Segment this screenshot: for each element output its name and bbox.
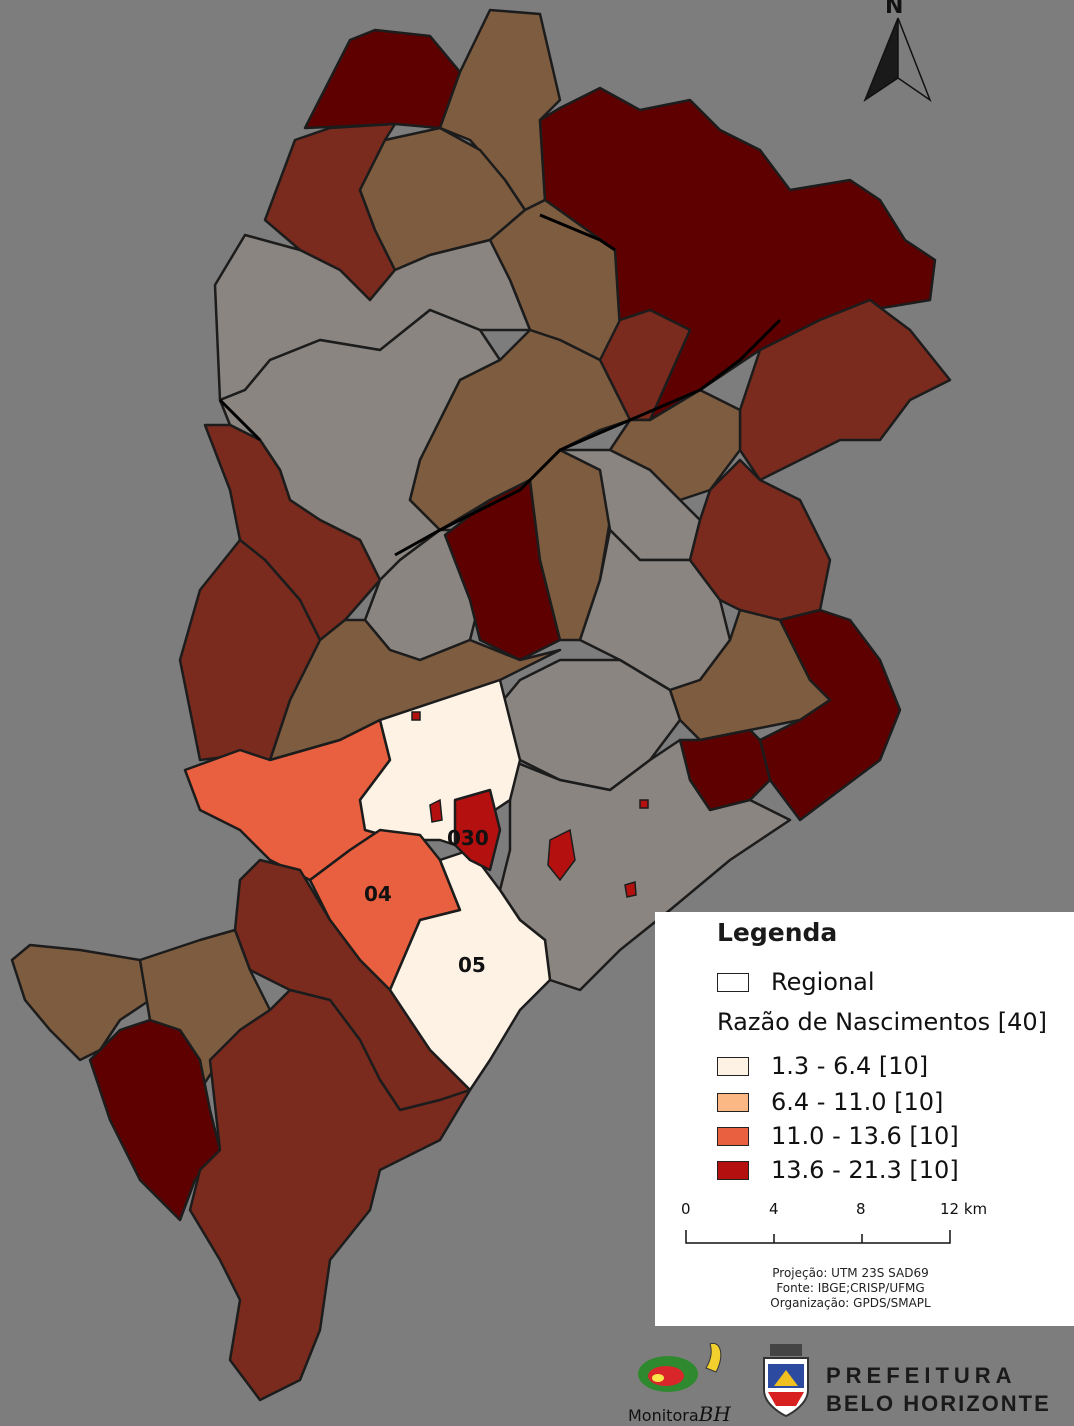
region-label-030: 030 bbox=[447, 826, 489, 850]
legend-swatch bbox=[717, 1160, 749, 1180]
scale-bar bbox=[685, 1230, 951, 1244]
legend-class-label: 1.3 - 6.4 [10] bbox=[771, 1052, 929, 1080]
monitora-bh-text: MonitoraBH bbox=[628, 1402, 731, 1426]
credit-projection: Projeção: UTM 23S SAD69 bbox=[772, 1266, 929, 1280]
map-area bbox=[688, 458, 832, 622]
legend-class-row: 1.3 - 6.4 [10] bbox=[717, 1052, 928, 1080]
monitora-bh-logo bbox=[638, 1342, 722, 1392]
pbh-wordmark: PREFEITURA BELO HORIZONTE bbox=[826, 1362, 1051, 1418]
legend-title: Legenda bbox=[717, 918, 838, 947]
legend-class-label: 6.4 - 11.0 [10] bbox=[771, 1088, 944, 1116]
legend-regional-row: Regional bbox=[717, 968, 875, 996]
legend-swatch bbox=[717, 1056, 749, 1076]
pbh-line1: PREFEITURA bbox=[826, 1363, 1017, 1388]
legend-class-row: 6.4 - 11.0 [10] bbox=[717, 1088, 943, 1116]
scale-tick-label: 0 bbox=[681, 1200, 691, 1218]
credit-organization: Organização: GPDS/SMAPL bbox=[770, 1296, 931, 1310]
map-area bbox=[188, 988, 472, 1402]
legend-swatch bbox=[717, 1092, 749, 1112]
pbh-crest-icon bbox=[763, 1344, 809, 1418]
scale-tick-label: 4 bbox=[769, 1200, 779, 1218]
legend-regional-swatch bbox=[717, 972, 749, 992]
legend-class-row: 13.6 - 21.3 [10] bbox=[717, 1156, 959, 1184]
map-legend: Legenda Regional Razão de Nascimentos [4… bbox=[655, 912, 1074, 1326]
pbh-line2: BELO HORIZONTE bbox=[826, 1391, 1051, 1416]
scale-tick-label: 8 bbox=[856, 1200, 866, 1218]
region-label-04: 04 bbox=[364, 882, 392, 906]
map-area bbox=[303, 28, 462, 130]
map-area bbox=[453, 788, 502, 872]
map-credits: Projeção: UTM 23S SAD69 Fonte: IBGE;CRIS… bbox=[655, 1266, 1074, 1311]
monitora-suffix: BH bbox=[698, 1402, 731, 1426]
legend-swatch bbox=[717, 1126, 749, 1146]
scale-tick-label: 12 km bbox=[940, 1200, 988, 1218]
legend-regional-label: Regional bbox=[771, 968, 875, 996]
north-label: N bbox=[885, 0, 904, 19]
map-area bbox=[10, 943, 152, 1062]
map-area bbox=[758, 608, 902, 822]
monitora-word: Monitora bbox=[628, 1406, 699, 1425]
legend-class-label: 13.6 - 21.3 [10] bbox=[771, 1156, 959, 1184]
north-arrow-icon bbox=[863, 17, 932, 103]
legend-class-row: 11.0 - 13.6 [10] bbox=[717, 1122, 959, 1150]
legend-subtitle: Razão de Nascimentos [40] bbox=[717, 1008, 1047, 1036]
map-area bbox=[88, 1018, 222, 1222]
credit-source: Fonte: IBGE;CRISP/UFMG bbox=[776, 1281, 925, 1295]
region-label-05: 05 bbox=[458, 953, 486, 977]
legend-class-label: 11.0 - 13.6 [10] bbox=[771, 1122, 959, 1150]
